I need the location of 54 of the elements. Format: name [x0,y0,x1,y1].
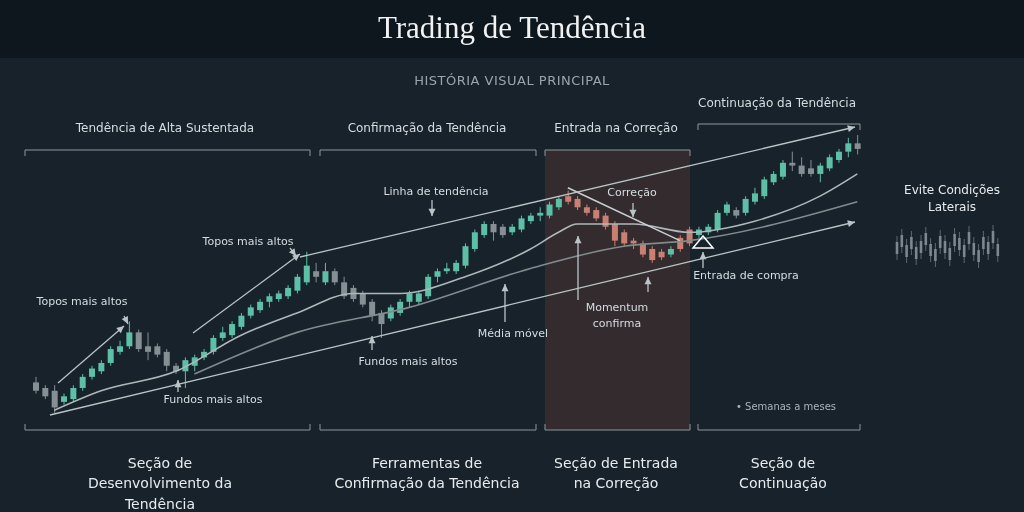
candlestick [742,195,749,217]
text: Seção de Continuação [738,454,828,494]
candlestick [462,242,469,269]
candlestick [761,176,768,200]
text: Evite Condições Laterais [903,181,1001,216]
annotation: Entrada de compra [692,268,800,285]
annotation: Momentum confirma [584,300,650,333]
candlestick [471,229,478,253]
candlestick [854,135,861,155]
candlestick [490,220,497,242]
candlestick [322,262,329,286]
candlestick [779,159,786,180]
candlestick [611,220,618,247]
candlestick [667,245,674,258]
text: Continuação da Tendência [697,94,857,112]
text: Seção de Entrada na Correção [553,454,679,494]
candlestick [714,209,721,233]
candlestick [527,212,534,225]
chart-subtitle: HISTÓRIA VISUAL PRINCIPAL [413,73,611,88]
text: Seção de Desenvolvimento da Tendência [86,454,234,512]
annotation: Linha de tendência [382,184,490,201]
candlestick [817,162,824,183]
candlestick [145,331,152,361]
candlestick [117,340,124,356]
candlestick [369,298,376,322]
candlestick [33,376,39,395]
text: Tendência de Alta Sustentada [74,119,256,137]
annotation: Fundos mais altos [357,354,459,371]
candlestick [163,348,170,372]
chart-title: Trading de Tendência [376,10,648,46]
candlestick [798,156,805,178]
candlestick [313,262,320,283]
text: Entrada na Correção [553,119,679,137]
annotation: • Semanas a meses [734,400,838,414]
candlestick [583,204,590,217]
candlestick [807,159,814,178]
candlestick [51,384,58,413]
annotation: Correção [606,185,658,202]
text: Ferramentas de Confirmação da Tendência [333,454,521,494]
candlestick [789,151,796,172]
annotation: Topos mais altos [35,294,129,311]
text: Confirmação da Tendência [346,119,508,137]
candlestick [135,329,142,353]
candlestick [107,345,114,367]
candlestick [845,137,852,158]
candlestick [751,187,758,205]
annotation: Fundos mais altos [162,392,264,409]
candlestick [126,320,133,350]
annotation: Média móvel [476,326,550,343]
candlestick [294,273,301,294]
candlestick [210,334,217,356]
annotation: Topos mais altos [201,234,295,251]
candlestick [61,393,68,406]
candlestick [303,251,310,286]
